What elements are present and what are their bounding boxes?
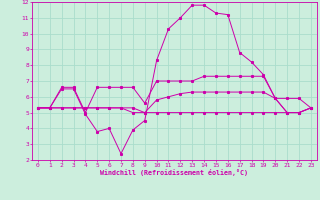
X-axis label: Windchill (Refroidissement éolien,°C): Windchill (Refroidissement éolien,°C) — [100, 169, 248, 176]
